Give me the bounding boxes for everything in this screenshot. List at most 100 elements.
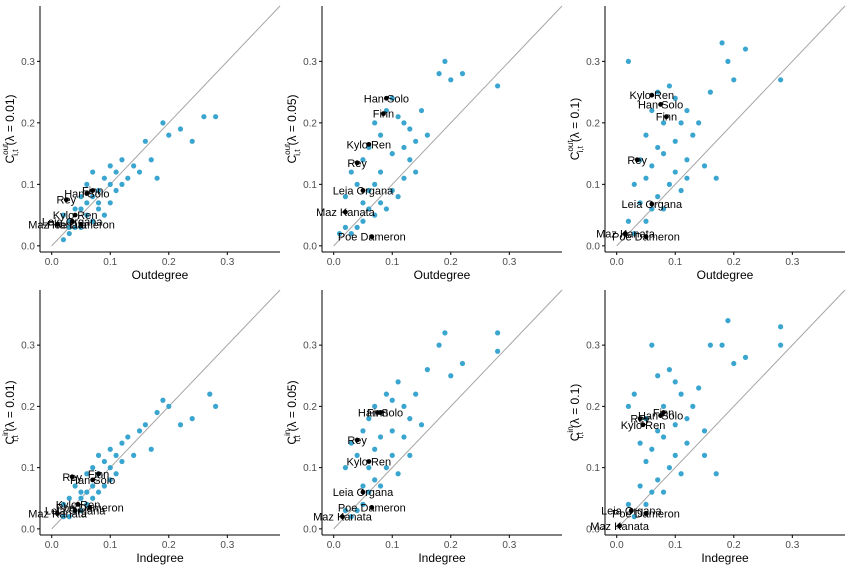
data-point (354, 224, 360, 230)
data-point (113, 169, 119, 175)
data-point (377, 483, 384, 489)
data-point (383, 465, 389, 471)
data-point (142, 422, 148, 428)
data-point (354, 452, 360, 458)
data-point (395, 194, 401, 200)
data-point (684, 157, 690, 163)
data-point (154, 175, 160, 181)
data-point (160, 397, 166, 403)
data-point (407, 157, 413, 163)
character-label: Maz Kanata (590, 521, 650, 533)
data-point (672, 169, 678, 175)
character-label: Han Solo (70, 475, 115, 487)
highlight-point (72, 508, 78, 513)
highlight-point (617, 523, 623, 529)
data-point (459, 71, 466, 77)
highlight-point (360, 188, 366, 193)
character-label: Rey (57, 195, 77, 207)
data-point (372, 181, 378, 187)
data-point (442, 330, 448, 336)
data-point (166, 403, 172, 409)
data-point (366, 187, 372, 194)
data-point (60, 212, 67, 218)
data-point (701, 428, 708, 434)
x-tick-label: 0.0 (45, 257, 59, 268)
data-point (678, 391, 684, 397)
data-point (389, 452, 395, 458)
data-point (383, 206, 389, 212)
highlight-point (55, 511, 60, 516)
x-tick-label: 0.1 (385, 257, 399, 268)
data-point (690, 132, 696, 138)
data-point (655, 373, 661, 379)
data-point (778, 324, 784, 330)
data-point (631, 514, 637, 520)
data-point (72, 206, 78, 212)
highlight-point (369, 234, 375, 240)
character-label: Poe Dameron (338, 232, 406, 244)
data-point (119, 157, 125, 163)
data-point (213, 403, 219, 409)
x-tick-label: 0.0 (610, 257, 624, 268)
data-point (348, 514, 354, 520)
data-point (107, 163, 113, 169)
data-point (649, 107, 655, 114)
y-axis-label: Cini,t(λ = 0.05) (283, 380, 302, 444)
data-point (66, 224, 72, 230)
data-point (95, 200, 102, 206)
data-point (60, 501, 67, 507)
data-point (701, 163, 708, 169)
data-point (672, 379, 678, 385)
data-point (377, 434, 384, 440)
data-point (90, 169, 96, 175)
data-point (395, 114, 401, 120)
diagonal-reference-line (333, 289, 563, 530)
data-point (154, 409, 160, 416)
highlight-point (75, 501, 81, 507)
data-point (731, 77, 737, 83)
data-point (649, 342, 655, 348)
data-point (701, 452, 708, 458)
x-axis-label: Outdegree (414, 268, 471, 282)
diagonal-reference-line (51, 289, 281, 530)
highlight-point (369, 505, 375, 510)
scatter-panel-6: 0.0 0.1 0.2 0.3 0.0 0.1 0.2 0.3 Indegree Cini,t(λ… (566, 289, 846, 565)
data-point (107, 200, 113, 206)
data-point (84, 200, 90, 206)
data-point (360, 501, 366, 507)
highlight-point (634, 157, 640, 163)
y-axis-label: Cini,t(λ = 0.1) (566, 384, 585, 442)
data-point (136, 169, 143, 175)
data-point (131, 163, 137, 169)
diagonal-reference-line (616, 289, 846, 530)
character-label: Finn (367, 408, 388, 420)
data-point (366, 416, 372, 422)
data-point (413, 138, 419, 144)
data-point (672, 422, 678, 428)
data-point (113, 452, 119, 458)
highlight-point (664, 114, 669, 120)
data-point (101, 175, 107, 181)
data-point (401, 175, 407, 181)
highlight-point (360, 489, 366, 495)
data-point (637, 200, 643, 206)
y-axis-label: Couti,t(λ = 0.01) (1, 94, 20, 163)
data-point (207, 391, 213, 397)
data-point (372, 403, 378, 409)
y-tick-label: 0.1 (586, 180, 600, 191)
data-point (666, 181, 672, 187)
data-point (672, 95, 678, 101)
data-point (778, 77, 784, 83)
character-label: Poe Dameron (47, 219, 115, 231)
data-point (424, 132, 430, 138)
highlight-point (375, 410, 381, 415)
data-point (107, 446, 113, 452)
data-point (649, 163, 655, 169)
data-point (66, 230, 72, 237)
y-axis-label: Couti,t(λ = 0.1) (566, 98, 585, 160)
character-label: Maz Kanata (313, 512, 373, 524)
highlight-point (90, 188, 96, 193)
data-point (72, 224, 78, 230)
data-point (336, 230, 343, 237)
x-tick-label: 0.2 (727, 540, 741, 551)
